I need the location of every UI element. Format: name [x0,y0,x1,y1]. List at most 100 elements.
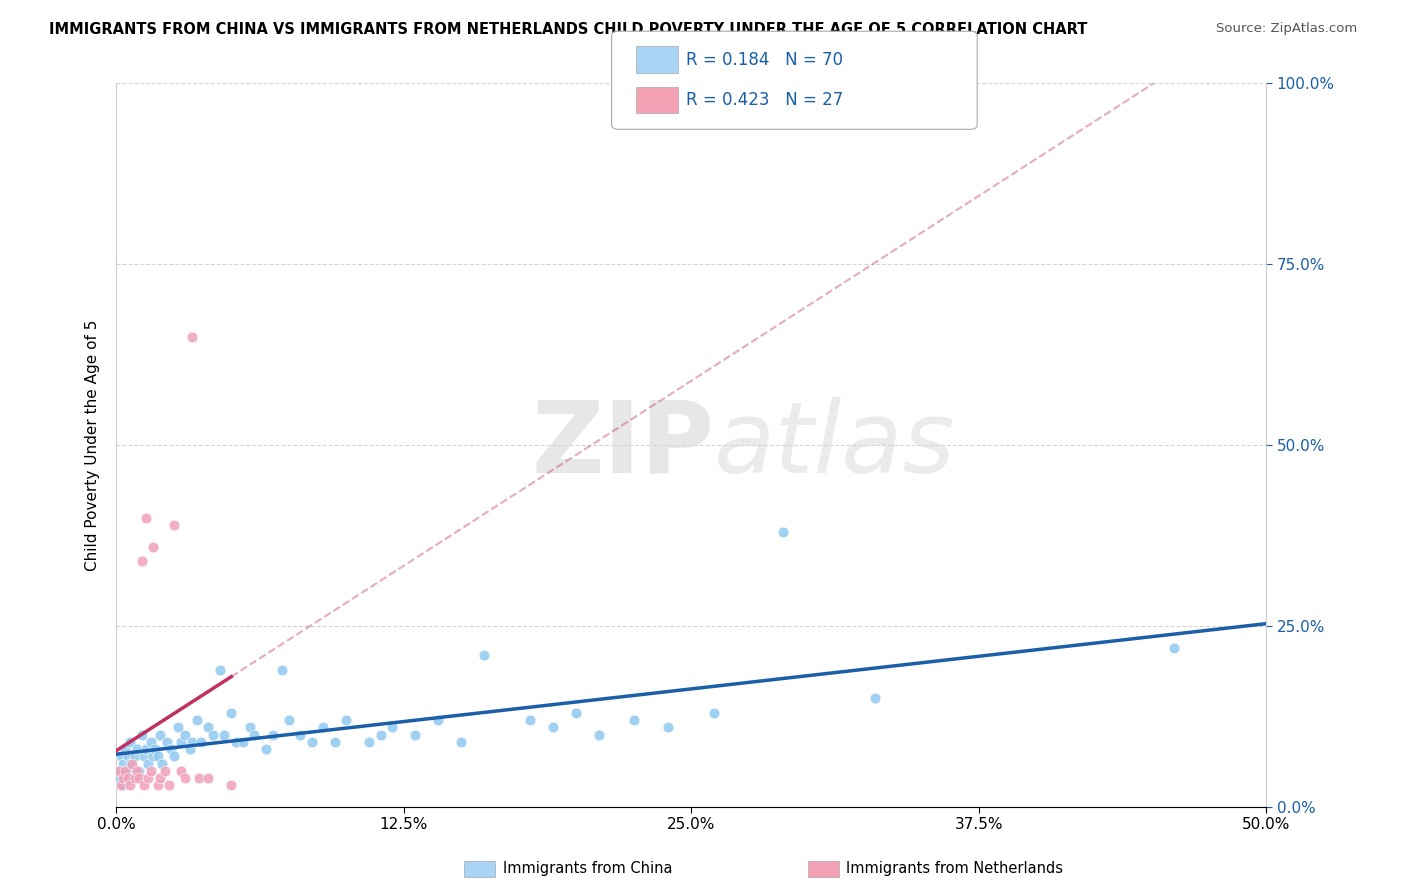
Point [146,749,169,764]
Point [201,728,224,742]
Point [117,749,139,764]
Point [190,735,212,749]
Point [121,771,143,785]
Point [112,778,135,792]
Point [125,764,148,778]
Point [290,728,312,742]
Text: Immigrants from China: Immigrants from China [503,862,673,876]
Point [174,728,197,742]
Point [153,764,176,778]
Y-axis label: Child Poverty Under the Age of 5: Child Poverty Under the Age of 5 [86,319,100,571]
Point [772,524,794,539]
Point [114,764,136,778]
Point [370,728,392,742]
Point [160,742,183,756]
Point [135,510,157,524]
Point [519,713,541,727]
Point [132,778,155,792]
Point [181,329,204,343]
Point [131,554,153,568]
Text: Source: ZipAtlas.com: Source: ZipAtlas.com [1216,22,1357,36]
Point [170,735,193,749]
Point [131,728,153,742]
Point [124,749,146,764]
Point [186,713,208,727]
Point [117,764,139,778]
Point [450,735,472,749]
Point [214,728,236,742]
Point [128,771,150,785]
Point [120,778,142,792]
Point [174,771,197,785]
Point [138,771,160,785]
Text: ZIP: ZIP [531,397,714,493]
Point [121,756,143,771]
Point [146,778,169,792]
Point [197,720,219,734]
Point [170,764,193,778]
Point [114,771,136,785]
Point [124,771,146,785]
Point [117,771,139,785]
Text: IMMIGRANTS FROM CHINA VS IMMIGRANTS FROM NETHERLANDS CHILD POVERTY UNDER THE AGE: IMMIGRANTS FROM CHINA VS IMMIGRANTS FROM… [49,22,1088,37]
Point [145,742,167,756]
Point [128,764,150,778]
Point [427,713,450,727]
Point [179,742,201,756]
Point [110,764,132,778]
Point [135,742,157,756]
Point [112,756,135,771]
Point [225,735,247,749]
Point [359,735,381,749]
Point [657,720,679,734]
Point [323,735,346,749]
Point [262,728,284,742]
Point [142,749,165,764]
Point [188,771,211,785]
Point [301,735,323,749]
Point [120,756,142,771]
Point [107,764,129,778]
Point [219,706,242,720]
Point [381,720,404,734]
Point [254,742,277,756]
Point [149,771,172,785]
Point [125,742,148,756]
Text: R = 0.423   N = 27: R = 0.423 N = 27 [686,91,844,109]
Point [139,735,162,749]
Point [232,735,254,749]
Text: atlas: atlas [714,397,956,493]
Point [623,713,645,727]
Point [139,764,162,778]
Point [219,778,242,792]
Point [208,663,231,677]
Point [588,728,610,742]
Point [142,540,165,554]
Point [150,756,173,771]
Point [277,713,299,727]
Point [335,713,357,727]
Point [1163,640,1185,655]
Point [163,517,186,532]
Point [157,778,180,792]
Point [197,771,219,785]
Point [163,749,186,764]
Point [472,648,495,662]
Point [181,735,204,749]
Point [565,706,588,720]
Point [270,663,292,677]
Text: R = 0.184   N = 70: R = 0.184 N = 70 [686,51,844,69]
Point [132,749,155,764]
Point [312,720,335,734]
Point [703,706,725,720]
Point [167,720,190,734]
Point [243,728,266,742]
Point [865,691,887,706]
Point [114,742,136,756]
Point [156,735,179,749]
Point [149,728,172,742]
Point [110,749,132,764]
Point [110,778,132,792]
Point [543,720,565,734]
Point [112,771,135,785]
